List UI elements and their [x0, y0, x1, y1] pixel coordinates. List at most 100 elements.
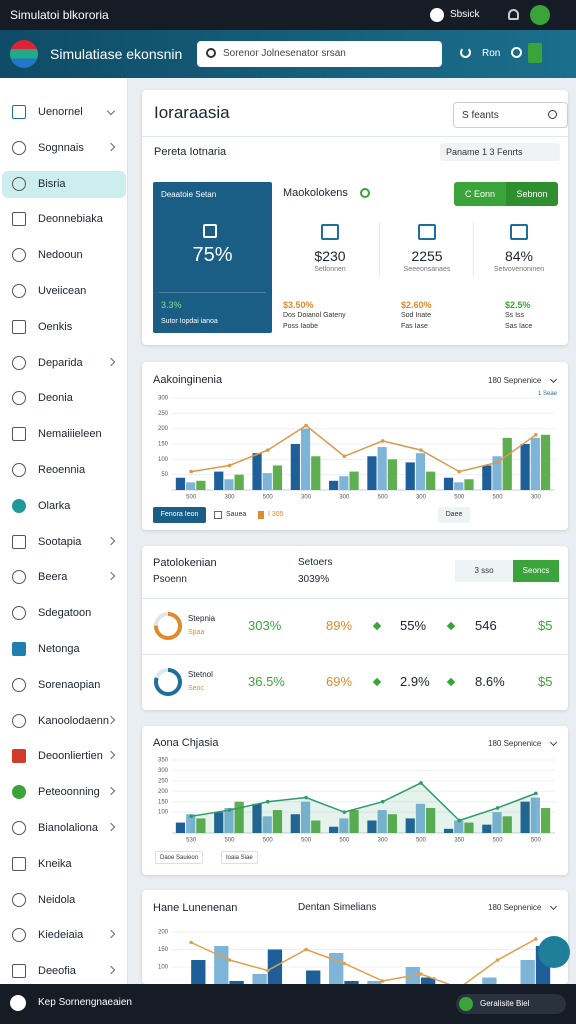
- status-dot[interactable]: [530, 5, 550, 25]
- sidebar-item[interactable]: Kanoolodaenn: [2, 708, 126, 735]
- stat-label: Setvovenoninen: [493, 266, 545, 273]
- refresh-icon[interactable]: [460, 47, 471, 58]
- segment-button[interactable]: C Eonn: [454, 182, 506, 206]
- sidebar-item[interactable]: Peteoonning: [2, 779, 126, 806]
- chart-filter[interactable]: 180 Sepnenice: [488, 376, 542, 385]
- sidebar-item[interactable]: Reoennia: [2, 457, 126, 484]
- search-icon: [548, 110, 557, 119]
- legend-box: Daoe Sauieon: [155, 851, 204, 864]
- highlight-tile: Deaatoie Setan 75% 3.3% Sutor Iopdai ianoa: [153, 182, 272, 333]
- chart-filter[interactable]: 180 Sepnenice: [488, 903, 542, 912]
- sidebar-label: Bianolaliona: [38, 822, 98, 834]
- sidebar-item[interactable]: Sorenaopian: [2, 672, 126, 699]
- sidebar-label: Deoonliertien: [38, 750, 103, 763]
- sidebar-icon: [12, 642, 26, 656]
- legend-box: Ioaia Siae: [221, 851, 258, 864]
- toggle-on[interactable]: Seoncs: [513, 560, 559, 582]
- stat-change: $2.60%: [401, 300, 432, 310]
- stat-note: Poss Iaobe: [283, 323, 319, 330]
- tile-note: Sutor Iopdai ianoa: [161, 318, 218, 325]
- sidebar-label: Reoennia: [38, 464, 86, 476]
- bell-icon: [508, 9, 519, 20]
- sidebar-item[interactable]: Sognnais: [2, 135, 126, 162]
- fab[interactable]: [538, 936, 570, 968]
- sidebar-chevron: [106, 106, 116, 116]
- sidebar-item[interactable]: Deparida: [2, 350, 126, 377]
- sidebar-label: Uveiicean: [38, 285, 87, 297]
- legend-button[interactable]: Fenora Ieon: [153, 507, 206, 523]
- segment-button[interactable]: Sebnon: [506, 182, 558, 206]
- sidebar-label: Kneika: [38, 857, 72, 870]
- sidebar-item[interactable]: Uveiicean: [2, 278, 126, 305]
- sidebar-icon: [12, 498, 26, 513]
- legend-swatch: [258, 511, 264, 519]
- footer-icon: [10, 995, 26, 1011]
- sidebar-icon: [12, 140, 26, 155]
- stat-note: Sod Inate: [401, 312, 431, 319]
- sidebar-item[interactable]: Sdegatoon: [2, 600, 126, 627]
- sidebar-item[interactable]: Deonnebiaka: [2, 206, 126, 233]
- sidebar-item[interactable]: Olarka: [2, 493, 126, 520]
- search-box[interactable]: Sorenor Jolnesenator srsan: [197, 41, 442, 67]
- sidebar-label: Sdegatoon: [38, 607, 92, 620]
- sidebar-chevron: [106, 822, 116, 832]
- sidebar-item[interactable]: Kiedeiaia: [2, 922, 126, 949]
- stat-divider: [378, 222, 380, 276]
- sidebar-item[interactable]: Neidola: [2, 887, 126, 914]
- overview-subtitle: Pereta Iotnaria: [154, 146, 227, 158]
- button-group: C Eonn Sebnon: [454, 182, 558, 206]
- row-cell: 36.5%: [248, 674, 285, 689]
- sidebar-icon: [12, 176, 26, 191]
- chart-filter[interactable]: 180 Sepnenice: [488, 739, 542, 748]
- overview-filter[interactable]: Paname 1 3 Fenrts: [440, 143, 560, 161]
- sidebar-item[interactable]: Kneika: [2, 851, 126, 878]
- status-bar: [0, 0, 576, 30]
- sidebar-item[interactable]: Bisria: [2, 170, 126, 198]
- header-badge[interactable]: [528, 43, 542, 63]
- footer-status[interactable]: Geralisite Biel: [456, 994, 566, 1014]
- sidebar-item[interactable]: Nemaiiieleen: [2, 421, 126, 448]
- stat-label: Seeeonsanaes: [403, 266, 451, 273]
- sidebar-item[interactable]: Nedooun: [2, 242, 126, 269]
- tile-value: 75%: [192, 244, 233, 266]
- sidebar-item[interactable]: Beera: [2, 564, 126, 591]
- perf-column-sub: 3039%: [298, 574, 330, 585]
- sidebar-label: Kanoolodaenn: [38, 714, 109, 727]
- row-name: Stetnol: [188, 670, 213, 679]
- sidebar-label: Bisria: [38, 177, 66, 190]
- sidebar-icon: [12, 821, 26, 835]
- sidebar-icon: [12, 105, 26, 119]
- sidebar-chevron: [106, 142, 116, 152]
- chart-title: Aakoinginenia: [153, 374, 223, 386]
- overview-search[interactable]: S feants: [453, 102, 568, 128]
- app-title: Simulatiase ekonsnin: [50, 46, 183, 62]
- sidebar-chevron: [106, 786, 116, 796]
- sidebar-item[interactable]: Sootapia: [2, 529, 126, 556]
- search-text: S feants: [462, 110, 499, 121]
- legend-box[interactable]: Daee: [438, 507, 470, 523]
- toggle-off[interactable]: 3 sso: [455, 560, 513, 582]
- sidebar-item[interactable]: Uenornel: [2, 99, 126, 126]
- sidebar-label: Netonga: [38, 643, 80, 655]
- activity-card: [142, 362, 568, 530]
- sidebar-icon: [12, 284, 26, 298]
- perf-column: Setoers: [298, 557, 333, 568]
- sidebar-item[interactable]: Deoonliertien: [2, 743, 126, 770]
- sidebar-item[interactable]: Deeofia: [2, 958, 126, 985]
- row-cell: 69%: [326, 674, 353, 689]
- sidebar-icon: [12, 856, 26, 871]
- sidebar-label: Sognnais: [38, 141, 84, 154]
- sidebar-icon: [12, 248, 26, 263]
- sidebar-label: Nedooun: [38, 249, 83, 262]
- header-action[interactable]: Ron: [482, 48, 501, 59]
- settings-icon[interactable]: [511, 47, 522, 58]
- sidebar-label: Deonia: [38, 392, 73, 405]
- row-cell: 2.9%: [400, 674, 430, 689]
- sidebar-item[interactable]: Oenkis: [2, 314, 126, 341]
- sidebar-item[interactable]: Bianolaliona: [2, 815, 126, 842]
- sidebar-icon: [12, 427, 26, 442]
- sidebar-item[interactable]: Deonia: [2, 385, 126, 412]
- tile-label: Deaatoie Setan: [161, 190, 217, 199]
- account[interactable]: Sbsick: [450, 9, 480, 20]
- sidebar-item[interactable]: Netonga: [2, 636, 126, 663]
